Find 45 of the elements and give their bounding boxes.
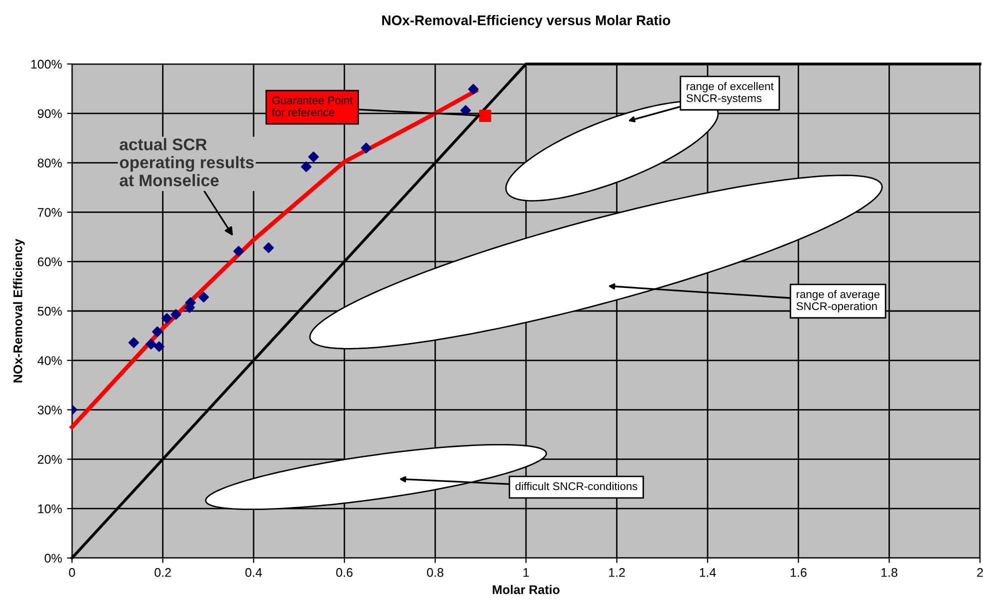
annotation: difficult SNCR-conditions — [515, 482, 638, 490]
point — [468, 84, 479, 94]
point — [170, 309, 182, 320]
x-tick-label: 0.8 — [427, 568, 444, 577]
annotation: Guarantee Point for reference — [272, 96, 353, 116]
x-tick-label: 0.2 — [154, 568, 171, 577]
point — [479, 110, 492, 122]
x-tick-label: 1.2 — [609, 568, 625, 577]
point — [198, 292, 209, 302]
point — [146, 338, 156, 350]
x-tick-label: 2 — [977, 568, 983, 577]
y-tick-label: 30% — [38, 406, 62, 414]
x-tick-label: 1 — [523, 568, 529, 577]
y-tick-label: 70% — [38, 208, 62, 217]
point — [152, 326, 163, 338]
y-tick-label: 50% — [38, 306, 62, 316]
x-tick-label: 0.6 — [336, 568, 353, 577]
point — [300, 161, 312, 172]
annotation: range of excellent SNCR-systems — [686, 82, 774, 104]
x-tick-label: 0 — [69, 568, 75, 577]
x-tick-label: 1.8 — [881, 568, 898, 577]
x-tick-label: 0.4 — [245, 568, 262, 577]
y-tick-label: 10% — [38, 504, 62, 514]
y-tick-label: 0% — [44, 554, 62, 563]
annotation: range of average SNCR-operation — [796, 290, 880, 312]
point — [233, 246, 244, 257]
y-tick-label: 80% — [38, 158, 62, 168]
y-tick-label: 100% — [31, 60, 62, 69]
y-axis-title: NOx-Removal Efficiency — [13, 238, 25, 382]
point — [308, 152, 319, 162]
point — [460, 105, 471, 116]
x-tick-label: 1.4 — [700, 568, 716, 577]
x-tick-label: 1.6 — [790, 568, 807, 577]
y-tick-label: 90% — [38, 109, 62, 118]
point — [360, 142, 372, 154]
y-tick-label: 60% — [38, 257, 62, 266]
annotation: actual SCR operating results at Monselice — [120, 138, 254, 186]
y-tick-label: 40% — [38, 356, 62, 366]
y-tick-label: 20% — [38, 455, 62, 464]
point — [154, 341, 164, 352]
chart-title: NOx-Removal-Efficiency versus Molar Ratio — [382, 15, 670, 28]
x-axis-title: Molar Ratio — [492, 584, 560, 594]
point — [263, 242, 274, 254]
point — [162, 313, 172, 324]
point — [128, 337, 140, 348]
